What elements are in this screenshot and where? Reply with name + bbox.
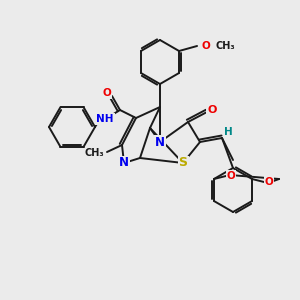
Text: O: O (202, 41, 210, 51)
Text: NH: NH (96, 114, 114, 124)
Text: S: S (178, 157, 188, 169)
Text: N: N (119, 157, 129, 169)
Text: CH₃: CH₃ (215, 41, 235, 51)
Text: O: O (103, 88, 111, 98)
Text: O: O (226, 171, 235, 181)
Text: N: N (155, 136, 165, 148)
Text: O: O (265, 177, 273, 187)
Text: O: O (207, 105, 217, 115)
Text: H: H (224, 127, 232, 137)
Text: CH₃: CH₃ (84, 148, 104, 158)
